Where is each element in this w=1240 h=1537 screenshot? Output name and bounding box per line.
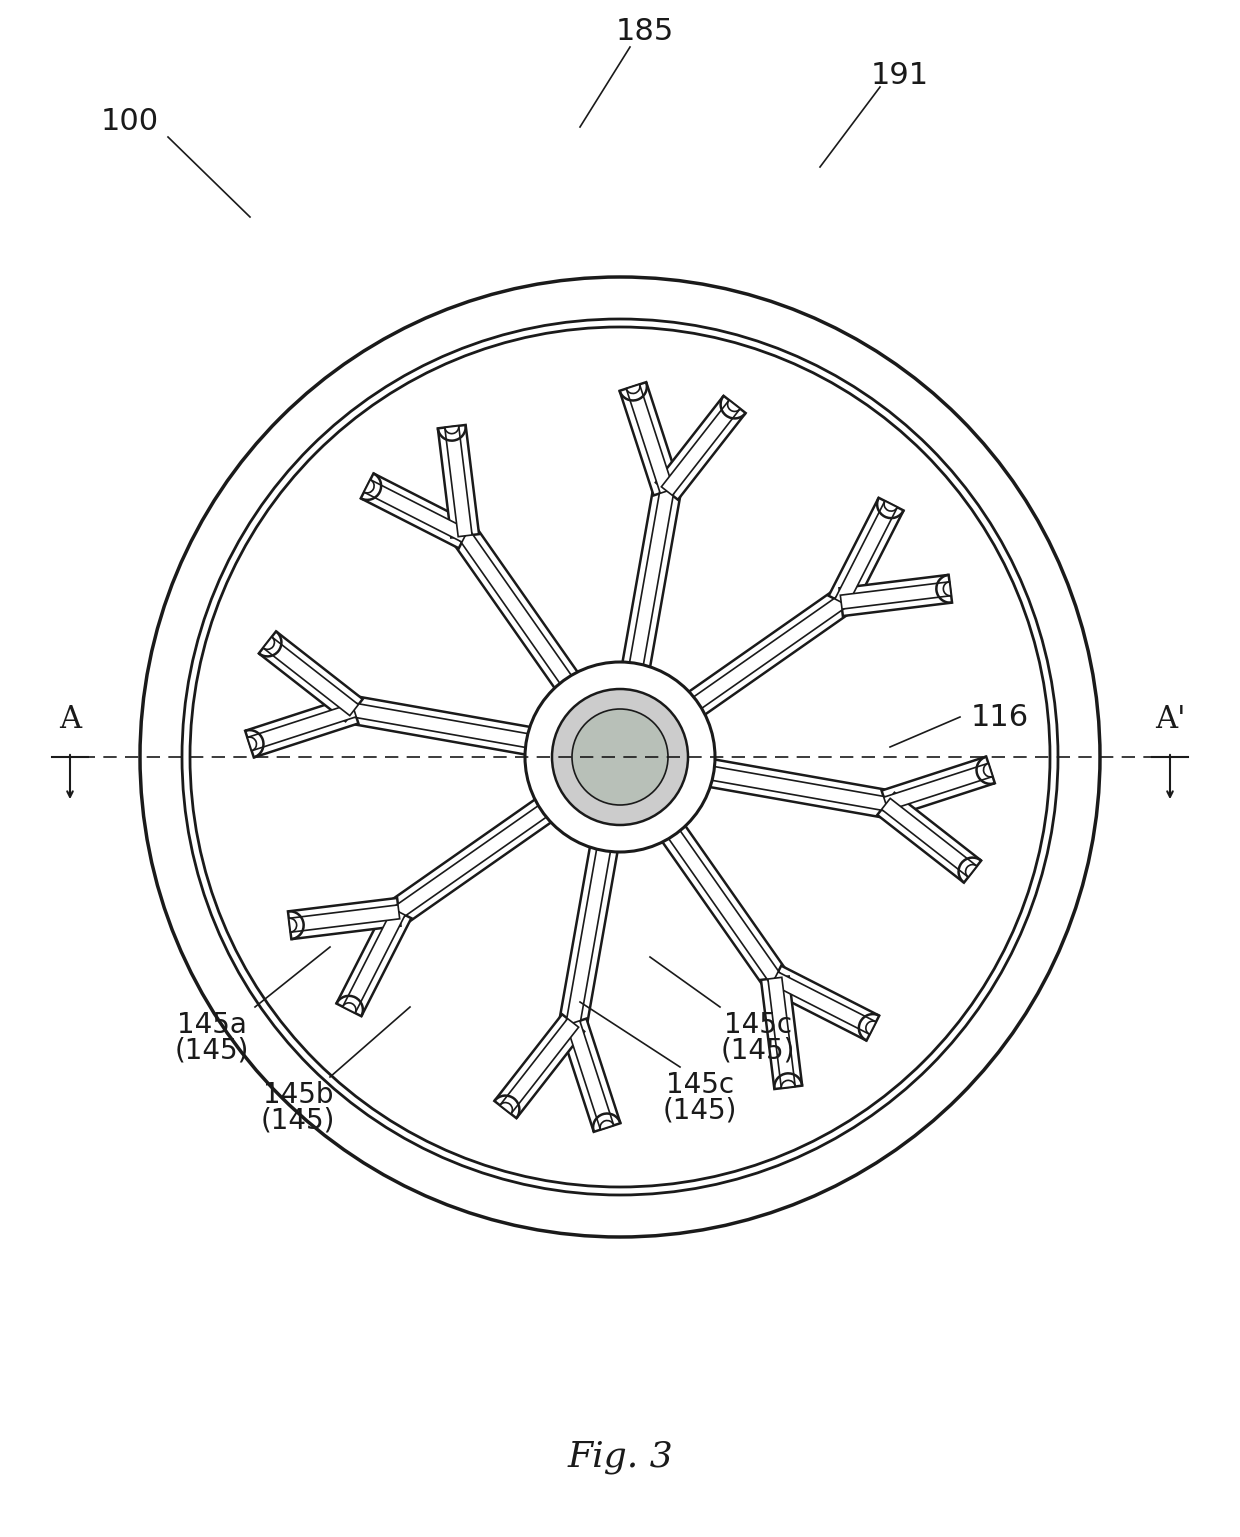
Polygon shape [445,426,472,536]
Polygon shape [500,1019,579,1114]
Polygon shape [619,489,681,686]
Polygon shape [559,828,621,1025]
Polygon shape [692,756,888,818]
Polygon shape [342,908,405,1013]
Polygon shape [353,704,547,752]
Polygon shape [495,1014,584,1119]
Text: A': A' [1154,704,1185,735]
Text: 116: 116 [971,702,1029,732]
Polygon shape [677,596,846,719]
Circle shape [140,277,1100,1237]
Text: 191: 191 [870,60,929,89]
Polygon shape [884,764,993,810]
Polygon shape [693,764,887,812]
Polygon shape [289,905,399,933]
Polygon shape [391,788,567,924]
Text: A: A [60,704,81,735]
Polygon shape [394,795,563,918]
Circle shape [525,662,715,851]
Polygon shape [882,798,977,878]
Polygon shape [247,704,356,750]
Text: 145b: 145b [263,1081,334,1110]
Polygon shape [365,480,469,543]
Polygon shape [835,501,898,606]
Polygon shape [288,898,401,939]
Polygon shape [620,383,681,495]
Text: (145): (145) [663,1096,738,1124]
Polygon shape [567,830,614,1024]
Polygon shape [882,756,994,818]
Text: 145c: 145c [666,1071,734,1099]
Polygon shape [661,400,740,495]
Polygon shape [656,397,745,500]
Polygon shape [459,532,583,699]
Polygon shape [361,473,471,549]
Circle shape [552,689,688,825]
Polygon shape [877,793,981,882]
Text: 185: 185 [616,17,675,46]
Polygon shape [768,978,795,1088]
Text: 145c: 145c [724,1011,792,1039]
Polygon shape [828,498,904,609]
Text: Fig. 3: Fig. 3 [567,1440,673,1474]
Text: 145a: 145a [177,1011,247,1039]
Polygon shape [769,965,879,1041]
Text: (145): (145) [260,1107,335,1134]
Text: 100: 100 [100,108,159,137]
Text: (145): (145) [175,1036,249,1064]
Polygon shape [761,976,802,1090]
Polygon shape [336,905,412,1016]
Polygon shape [673,590,849,725]
Polygon shape [651,810,786,987]
Polygon shape [438,424,479,538]
Polygon shape [454,527,589,704]
Polygon shape [771,971,875,1034]
Text: (145): (145) [720,1036,795,1064]
Circle shape [572,709,668,805]
Polygon shape [559,1019,620,1131]
Polygon shape [657,815,781,982]
Polygon shape [352,696,548,758]
Polygon shape [259,632,363,721]
Polygon shape [841,583,951,609]
Polygon shape [263,636,358,716]
Polygon shape [626,384,673,493]
Polygon shape [626,490,673,684]
Circle shape [190,327,1050,1187]
Polygon shape [567,1021,614,1130]
Circle shape [182,320,1058,1194]
Polygon shape [246,696,358,758]
Polygon shape [839,575,952,616]
